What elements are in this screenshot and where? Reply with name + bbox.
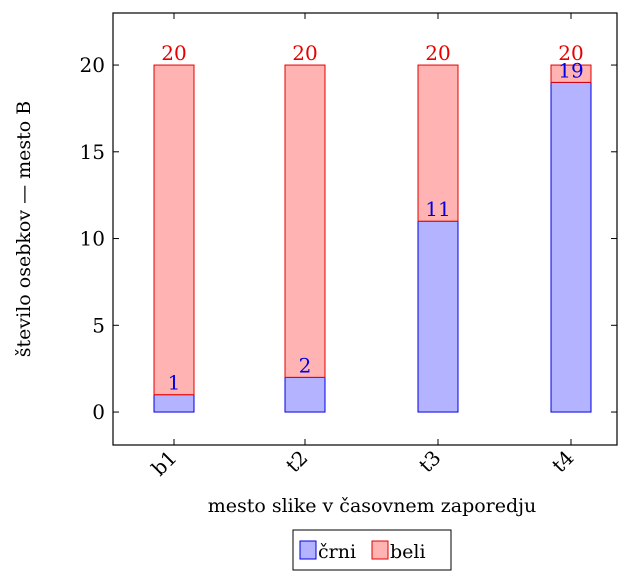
y-axis-title: število osebkov — mesto B [13, 101, 35, 357]
bar-beli-t2 [284, 64, 326, 378]
bar-beli-b1 [153, 64, 195, 396]
bar-črni-b1 [153, 394, 195, 413]
bar-črni-t2 [284, 376, 326, 413]
bar-črni-t3 [417, 220, 459, 413]
y-tick-label: 10 [80, 227, 105, 251]
x-tick-label: t2 [281, 446, 313, 478]
bar-črni-t4 [550, 81, 592, 413]
plot-frame [112, 12, 618, 446]
y-tick-label: 20 [80, 53, 105, 77]
x-axis: b1 t2 t3 t4 [147, 13, 579, 481]
x-tick-label: t3 [414, 446, 446, 478]
legend-label-črni: črni [318, 541, 356, 563]
data-label-črni-t2: 2 [299, 353, 312, 377]
data-label-beli-t3: 20 [425, 41, 450, 65]
x-axis-title: mesto slike v časovnem zaporedju [208, 495, 537, 517]
bar-beli-t4 [550, 64, 592, 83]
y-tick-label: 15 [80, 140, 105, 164]
legend-swatch-črni [299, 540, 317, 560]
y-tick-label: 0 [92, 400, 105, 424]
x-tick-label: t4 [547, 446, 579, 478]
data-label-črni-t3: 11 [425, 197, 450, 221]
bars-layer [153, 64, 592, 413]
bar-beli-t3 [417, 64, 459, 222]
legend: črni beli [292, 529, 452, 571]
data-label-črni-t4: 19 [558, 58, 583, 82]
x-tick-label: b1 [147, 446, 182, 481]
y-tick-label: 5 [92, 313, 105, 337]
data-label-beli-t4: 20 [558, 41, 583, 65]
data-label-beli-b1: 20 [161, 41, 186, 65]
y-axis: 0 5 10 15 20 [80, 53, 617, 424]
legend-label-beli: beli [390, 541, 426, 563]
data-label-beli-t2: 20 [292, 41, 317, 65]
data-label-črni-b1: 1 [168, 371, 181, 395]
legend-swatch-beli [371, 540, 389, 560]
